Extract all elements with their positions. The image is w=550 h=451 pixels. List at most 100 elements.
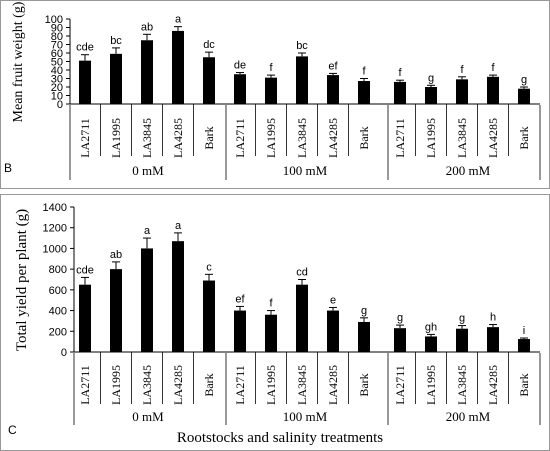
panel-b-y-tick-label: 100 xyxy=(45,14,63,26)
panel-b-significance-letter: f xyxy=(398,67,402,79)
panel-c-significance-letter: cd xyxy=(296,267,308,279)
panel-c-bar xyxy=(518,339,530,352)
panel-c-significance-letter: gh xyxy=(425,321,437,333)
panel-b-y-tick-label: 0 xyxy=(57,99,63,111)
panel-c-category-label: LA2711 xyxy=(393,365,407,405)
panel-b-category-label: Bark xyxy=(517,126,531,149)
panel-c-significance-letter: g xyxy=(361,305,367,317)
panel-b-bar xyxy=(172,30,184,104)
panel-b-significance-letter: f xyxy=(362,66,366,78)
panel-c-category-label: LA2711 xyxy=(78,365,92,405)
panel-b-bar xyxy=(425,87,437,104)
panel-c-y-tick-label: 200 xyxy=(49,326,67,338)
panel-b-bar xyxy=(518,88,530,104)
panel-c-significance-letter: i xyxy=(523,325,525,337)
panel-b-significance-letter: de xyxy=(234,60,246,72)
panel-c-chart: Total yield per plant (g) 0 200 400 600 800 10… xyxy=(14,202,541,425)
panel-b-category-label: LA3845 xyxy=(295,118,309,158)
panel-c-bar xyxy=(327,310,339,352)
panel-b-bar xyxy=(296,56,308,104)
panel-c-category-label: LA2711 xyxy=(233,365,247,405)
panel-c-category-label: LA4285 xyxy=(171,365,185,405)
panel-b-bar xyxy=(203,57,215,104)
panel-b-significance-letter: ab xyxy=(141,21,153,33)
panel-b-category-label: Bark xyxy=(202,126,216,149)
panel-b-significance-letter: f xyxy=(460,64,464,76)
panel-b-y-tick-label: 60 xyxy=(51,48,63,60)
panel-c-bar xyxy=(79,284,91,352)
panel-b-significance-letter: bc xyxy=(110,35,122,47)
panel-c-category-label: LA3845 xyxy=(140,365,154,405)
panel-c-category-label: LA1995 xyxy=(109,365,123,405)
panel-b-category-label: Bark xyxy=(357,126,371,149)
panel-c-significance-letter: c xyxy=(206,261,212,273)
panel-b-significance-letter: ef xyxy=(328,60,338,72)
panel-b-y-tick-label: 50 xyxy=(51,57,63,69)
panel-c-y-tick-label: 1000 xyxy=(43,243,67,255)
panel-b-bar xyxy=(234,74,246,104)
panel-b-bar xyxy=(327,75,339,104)
panel-c-category-label: LA4285 xyxy=(486,365,500,405)
panel-c-significance-letter: ef xyxy=(235,293,245,305)
panel-b-y-tick-label: 20 xyxy=(51,82,63,94)
x-axis-title: Rootstocks and salinity treatments xyxy=(177,430,383,446)
panel-c-bar xyxy=(141,248,153,352)
panel-c-bar xyxy=(110,269,122,352)
panel-c-y-tick-label: 1200 xyxy=(43,223,67,235)
panel-c-bar xyxy=(456,328,468,352)
panel-b-significance-letter: dc xyxy=(203,39,215,51)
panel-c-significance-letter: cde xyxy=(76,264,94,276)
panel-c-category-label: LA3845 xyxy=(455,365,469,405)
panel-c-y-tick-label: 400 xyxy=(49,306,67,318)
panel-c-significance-letter: e xyxy=(330,294,336,306)
panel-c-bar xyxy=(234,310,246,352)
panel-b-group-label: 0 mM xyxy=(132,163,164,178)
panel-b-y-tick-label: 30 xyxy=(51,74,63,86)
panel-b-chart: Mean fruit weight (g) 0102030405060708090… xyxy=(11,1,541,180)
panel-b-category-label: LA4285 xyxy=(171,118,185,158)
panel-c-y-tick-label: 1400 xyxy=(43,202,67,214)
panel-b-bar xyxy=(394,81,406,104)
panel-c-y-tick-label: 0 xyxy=(61,347,67,359)
panel-c-bar xyxy=(203,280,215,352)
panel-c-category-label: LA1995 xyxy=(264,365,278,405)
panel-c-category-label: Bark xyxy=(517,373,531,396)
panel-c-bar xyxy=(358,321,370,352)
panel-c-significance-letter: f xyxy=(269,298,273,310)
panel-b-y-axis-title: Mean fruit weight (g) xyxy=(11,1,26,122)
panel-b-bar xyxy=(110,53,122,104)
panel-b-bar xyxy=(456,79,468,104)
panel-c-significance-letter: h xyxy=(490,312,496,324)
panel-c-bar xyxy=(265,314,277,352)
panel-b-category-label: LA1995 xyxy=(264,118,278,158)
panel-c-bar xyxy=(394,328,406,352)
panel-c-bar xyxy=(487,327,499,352)
panel-c-category-label: Bark xyxy=(357,373,371,396)
panel-b-bar xyxy=(487,76,499,104)
panel-b-y-tick-label: 80 xyxy=(51,31,63,43)
panel-c-category-label: Bark xyxy=(202,373,216,396)
panel-b-group-label: 200 mM xyxy=(446,163,491,178)
panel-b-category-label: LA4285 xyxy=(326,118,340,158)
panel-b-significance-letter: cde xyxy=(76,42,94,54)
panel-b-significance-letter: g xyxy=(428,72,434,84)
panel-b-category-label: LA4285 xyxy=(486,118,500,158)
panel-b-significance-letter: g xyxy=(521,74,527,86)
panel-c-bar xyxy=(296,284,308,352)
panel-b-category-label: LA1995 xyxy=(424,118,438,158)
panel-b-bar xyxy=(79,60,91,104)
panel-c-y-tick-label: 600 xyxy=(49,285,67,297)
panel-b-significance-letter: f xyxy=(491,62,495,74)
panel-c-category-label: LA4285 xyxy=(326,365,340,405)
panel-b-bar xyxy=(358,81,370,104)
panel-b-category-label: LA2711 xyxy=(233,118,247,158)
panel-c-group-label: 0 mM xyxy=(132,409,164,424)
panel-b-y-tick-label: 40 xyxy=(51,65,63,77)
panel-c-y-tick-label: 800 xyxy=(49,264,67,276)
panel-b-y-tick-label: 90 xyxy=(51,23,63,35)
panel-b-y-tick-label: 70 xyxy=(51,40,63,52)
panel-c-tag: C xyxy=(8,423,17,437)
panel-c-group-label: 100 mM xyxy=(283,409,328,424)
panel-b-group-label: 100 mM xyxy=(283,163,328,178)
